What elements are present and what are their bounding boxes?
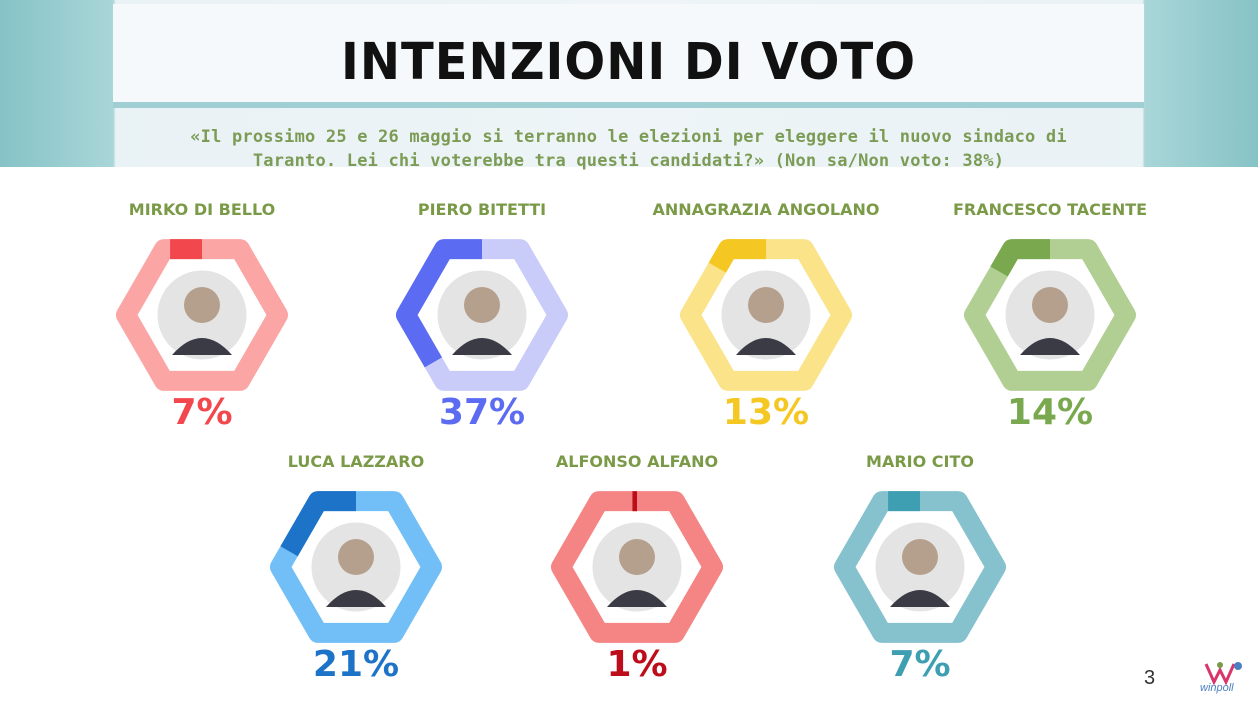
person-icon: [184, 287, 220, 323]
candidate-ring: [270, 491, 442, 643]
candidate-percentage: 1%: [606, 644, 668, 685]
candidate-ring: [834, 491, 1006, 643]
candidate-percentage: 13%: [722, 392, 810, 433]
candidate-percentage: 14%: [1006, 392, 1094, 433]
page-number: 3: [1144, 667, 1156, 689]
person-icon: [902, 539, 938, 575]
person-icon: [748, 287, 784, 323]
survey-question-line-1: «Il prossimo 25 e 26 maggio si terranno …: [190, 127, 1067, 147]
candidate-ring: [551, 491, 723, 643]
candidate-5: LUCA LAZZARO 21%: [256, 452, 456, 692]
person-body-icon: [890, 590, 950, 607]
person-body-icon: [736, 338, 796, 355]
candidate-name: MARIO CITO: [866, 452, 974, 471]
survey-question-line-2: Taranto. Lei chi voterebbe tra questi ca…: [252, 151, 1005, 171]
person-body-icon: [326, 590, 386, 607]
ring-value-arc: [680, 239, 852, 391]
page-title: INTENZIONI DI VOTO: [340, 32, 916, 92]
person-body-icon: [607, 590, 667, 607]
person-body-icon: [1020, 338, 1080, 355]
candidate-name: LUCA LAZZARO: [287, 452, 425, 471]
candidate-ring: [680, 239, 852, 391]
ring-value-arc: [396, 239, 568, 391]
logo-text: winpoll: [1200, 682, 1234, 694]
candidate-percentage: 37%: [438, 392, 526, 433]
person-body-icon: [172, 338, 232, 355]
candidate-name: ALFONSO ALFANO: [555, 452, 719, 471]
candidate-name: ANNAGRAZIA ANGOLANO: [652, 200, 880, 219]
candidate-6: ALFONSO ALFANO 1%: [537, 452, 737, 692]
ring-track: [116, 239, 288, 391]
ring-track: [551, 491, 723, 643]
ring-value-arc: [964, 239, 1136, 391]
winpoll-logo: winpoll: [1198, 660, 1254, 699]
person-icon: [464, 287, 500, 323]
survey-question: «Il prossimo 25 e 26 maggio si terranno …: [113, 125, 1144, 173]
person-icon: [338, 539, 374, 575]
candidate-percentage: 21%: [312, 644, 400, 685]
candidate-name: FRANCESCO TACENTE: [952, 200, 1148, 219]
ring-track: [834, 491, 1006, 643]
person-icon: [619, 539, 655, 575]
candidate-3: ANNAGRAZIA ANGOLANO 13%: [653, 200, 880, 440]
candidate-1: MIRKO DI BELLO 7%: [102, 200, 302, 440]
candidate-4: FRANCESCO TACENTE 14%: [950, 200, 1150, 440]
person-icon: [1032, 287, 1068, 323]
ring-value-arc: [270, 491, 442, 643]
candidate-percentage: 7%: [171, 392, 233, 433]
candidate-ring: [396, 239, 568, 391]
candidate-7: MARIO CITO 7%: [820, 452, 1020, 692]
title-box: INTENZIONI DI VOTO: [113, 4, 1144, 108]
candidate-ring: [116, 239, 288, 391]
person-body-icon: [452, 338, 512, 355]
candidate-name: PIERO BITETTI: [417, 200, 547, 219]
candidate-percentage: 7%: [889, 644, 951, 685]
candidate-name: MIRKO DI BELLO: [128, 200, 276, 219]
candidate-ring: [964, 239, 1136, 391]
candidate-2: PIERO BITETTI 37%: [382, 200, 582, 440]
